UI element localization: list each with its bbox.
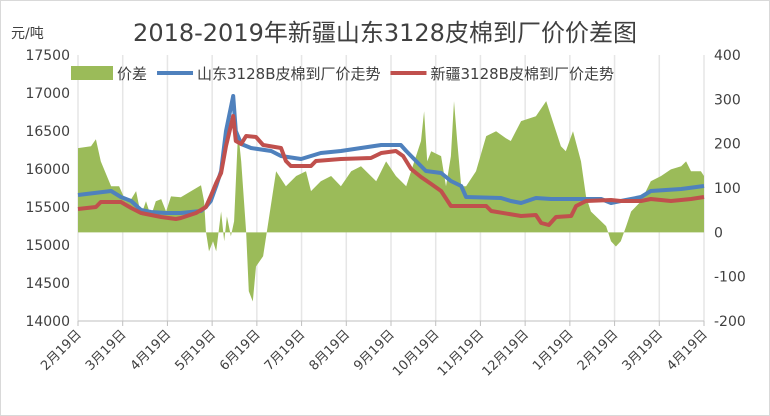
- legend-swatch-area: [71, 66, 113, 80]
- y-tick-label: 15000: [25, 238, 70, 254]
- y-tick-label: 16500: [25, 124, 70, 140]
- x-tick-label: 2月19日: [575, 327, 622, 374]
- spread-area: [78, 101, 704, 302]
- y-tick-label: 17500: [25, 48, 70, 64]
- y2-tick-label: -100: [714, 270, 746, 286]
- y-axis-unit-label: 元/吨: [11, 26, 44, 42]
- y2-tick-label: 100: [714, 181, 741, 197]
- x-tick-label: 2月19日: [38, 327, 85, 374]
- x-tick-label: 1月19日: [530, 327, 577, 374]
- x-tick-label: 6月19日: [217, 327, 264, 374]
- shandong-price-line: [77, 94, 705, 215]
- legend: 价差 山东3128B皮棉到厂价走势 新疆3128B皮棉到厂价走势: [71, 65, 614, 83]
- x-tick-label: 7月19日: [262, 327, 309, 374]
- y-tick-label: 14000: [25, 314, 70, 330]
- y2-tick-label: 0: [714, 225, 723, 241]
- x-tick-label: 11月19日: [435, 327, 487, 379]
- y2-tick-label: 300: [714, 92, 741, 108]
- legend-label: 新疆3128B皮棉到厂价走势: [430, 65, 613, 83]
- xinjiang-price-line: [77, 114, 705, 227]
- x-tick-label: 8月19日: [307, 327, 354, 374]
- x-tick-label: 4月19日: [664, 327, 711, 374]
- y-tick-label: 16000: [25, 162, 70, 178]
- x-tick-label: 12月19日: [480, 327, 532, 379]
- y2-tick-label: 400: [714, 48, 741, 64]
- y-tick-label: 17000: [25, 86, 70, 102]
- chart-title: 2018-2019年新疆山东3128皮棉到厂价价差图: [133, 19, 637, 47]
- x-tick-label: 3月19日: [83, 327, 130, 374]
- y-tick-label: 14500: [25, 276, 70, 292]
- legend-label: 价差: [117, 65, 147, 83]
- y2-tick-label: 200: [714, 137, 741, 153]
- x-tick-label: 10月19日: [390, 327, 442, 379]
- x-tick-label: 3月19日: [620, 327, 667, 374]
- y2-tick-label: -200: [714, 314, 746, 330]
- x-tick-label: 9月19日: [351, 327, 398, 374]
- x-tick-label: 4月19日: [128, 327, 175, 374]
- x-tick-label: 5月19日: [172, 327, 219, 374]
- legend-label: 山东3128B皮棉到厂价走势: [197, 65, 380, 83]
- y-tick-label: 15500: [25, 200, 70, 216]
